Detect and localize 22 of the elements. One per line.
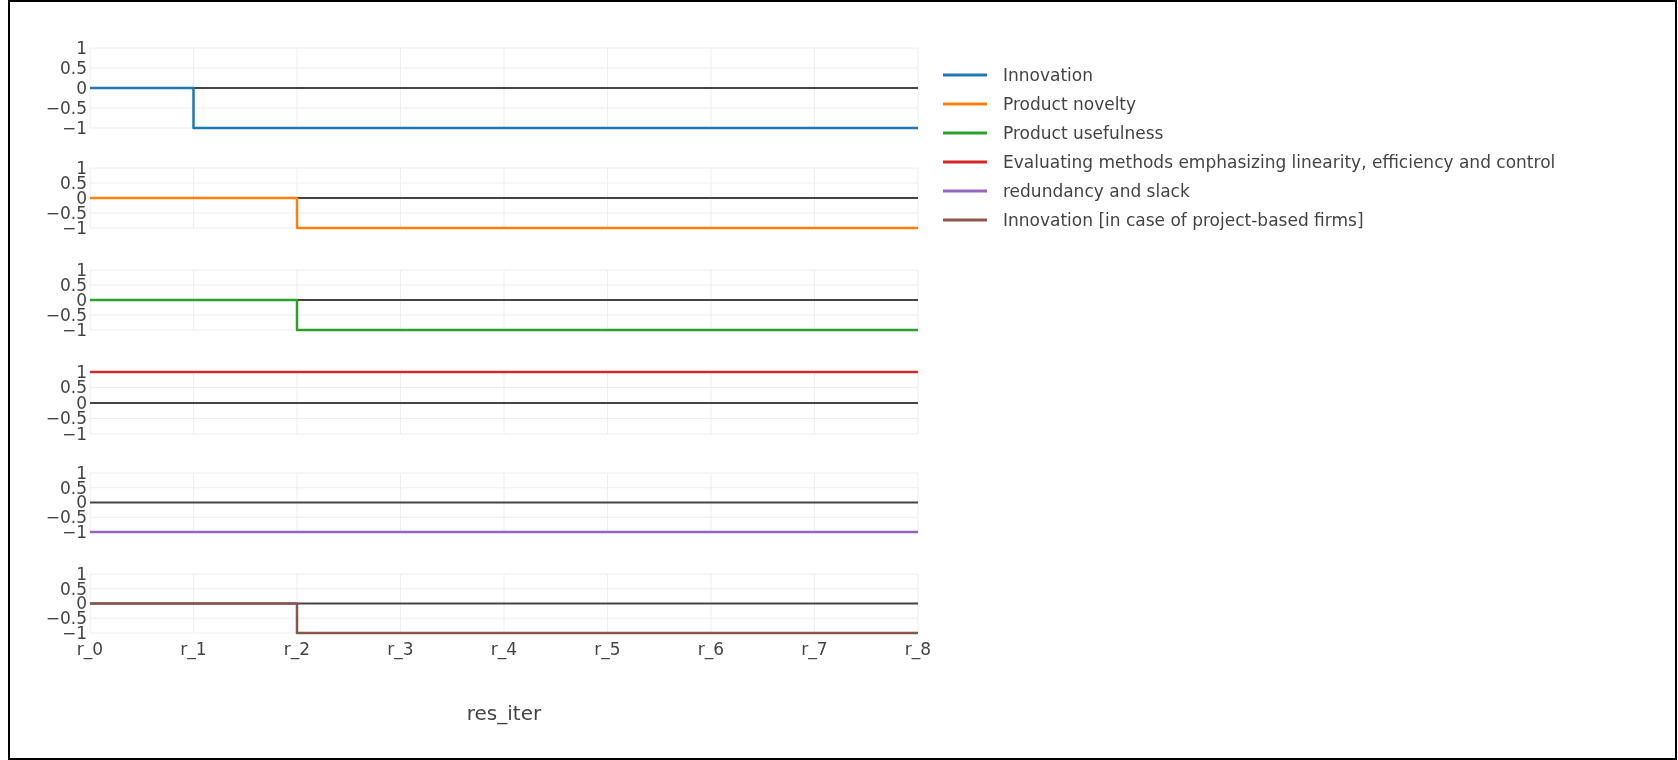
legend-label: Evaluating methods emphasizing linearity, efficiency and control (1003, 151, 1556, 172)
x-tick-label: r_4 (490, 639, 518, 660)
y-tick-label: −1 (61, 117, 87, 138)
y-tick-label: −1 (61, 423, 87, 444)
y-tick-label: 0.5 (59, 57, 87, 78)
x-tick-label: r_2 (283, 639, 311, 660)
legend-label: redundancy and slack (1003, 180, 1190, 201)
legend-label: Product usefulness (1003, 122, 1164, 143)
y-tick-label: −0.5 (45, 97, 87, 118)
y-tick-label: 1 (76, 37, 87, 58)
legend-label: Innovation (1003, 64, 1094, 85)
legend-label: Product novelty (1003, 93, 1137, 114)
x-tick-label: r_3 (387, 639, 414, 660)
x-tick-label: r_1 (180, 639, 207, 660)
x-tick-label: r_6 (697, 639, 725, 660)
x-tick-label: r_7 (801, 639, 828, 660)
y-tick-label: 0 (76, 77, 87, 98)
x-tick-label: r_5 (594, 639, 621, 660)
x-tick-label: r_8 (904, 639, 932, 660)
x-tick-label: r_0 (76, 639, 104, 660)
legend-label: Innovation [in case of project-based firms] (1003, 209, 1364, 230)
x-axis-title: res_iter (466, 701, 542, 725)
